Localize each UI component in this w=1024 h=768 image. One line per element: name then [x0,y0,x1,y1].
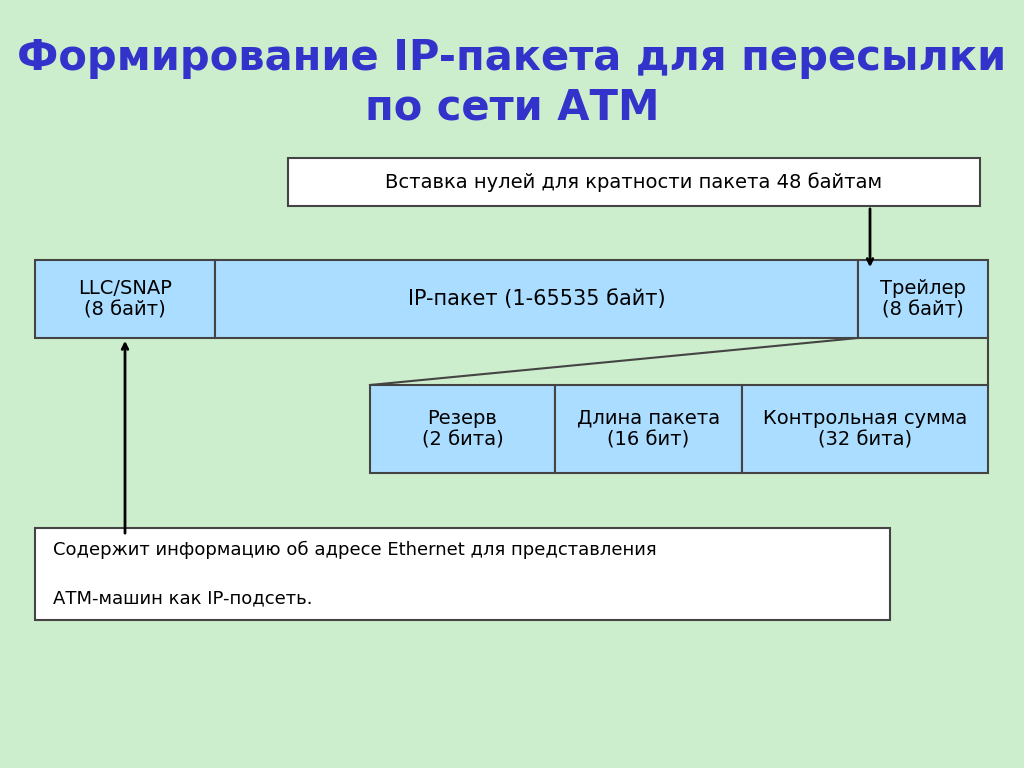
Text: Содержит информацию об адресе Ethernet для представления: Содержит информацию об адресе Ethernet д… [53,541,656,559]
Text: Контрольная сумма
(32 бита): Контрольная сумма (32 бита) [763,409,967,449]
FancyBboxPatch shape [858,260,988,338]
Text: по сети АТМ: по сети АТМ [365,87,659,129]
Text: IP-пакет (1-65535 байт): IP-пакет (1-65535 байт) [408,289,666,309]
Text: Вставка нулей для кратности пакета 48 байтам: Вставка нулей для кратности пакета 48 ба… [385,172,883,192]
Text: LLC/SNAP
(8 байт): LLC/SNAP (8 байт) [78,279,172,319]
FancyBboxPatch shape [370,385,555,473]
FancyBboxPatch shape [288,158,980,206]
Text: АТМ-машин как IP-подсеть.: АТМ-машин как IP-подсеть. [53,589,312,607]
FancyBboxPatch shape [35,260,215,338]
FancyBboxPatch shape [742,385,988,473]
FancyBboxPatch shape [555,385,742,473]
Text: Резерв
(2 бита): Резерв (2 бита) [422,409,504,449]
Text: Трейлер
(8 байт): Трейлер (8 байт) [880,279,966,319]
Text: Формирование IP-пакета для пересылки: Формирование IP-пакета для пересылки [17,37,1007,79]
FancyBboxPatch shape [215,260,858,338]
FancyBboxPatch shape [35,528,890,620]
Text: Длина пакета
(16 бит): Длина пакета (16 бит) [577,409,720,449]
